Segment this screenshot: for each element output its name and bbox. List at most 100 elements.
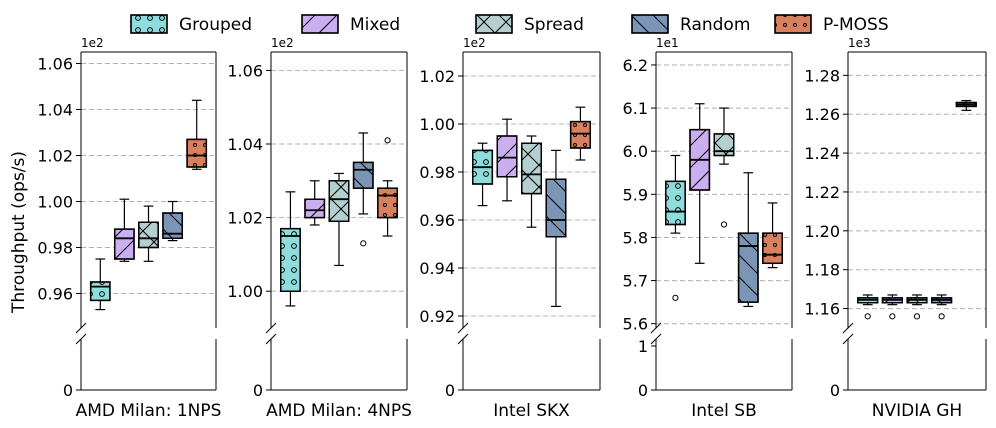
box-spread: [328, 172, 350, 267]
outlier-point: [384, 137, 391, 144]
box-p-moss: [955, 99, 977, 111]
y-tick-label: 5.7: [623, 272, 648, 291]
box-random: [162, 200, 183, 242]
box-hatch: [762, 232, 783, 265]
legend-hatch-mixed: [301, 14, 339, 34]
box-spread: [521, 135, 542, 228]
box-hatch: [521, 142, 542, 195]
y-tick-label: 1.04: [227, 135, 263, 154]
outlier-point: [720, 221, 728, 228]
box-hatch: [186, 138, 208, 168]
axis-multiplier: 1e2: [463, 36, 486, 50]
y-tick-label: 5.9: [623, 185, 648, 204]
y-tick-label: 1.02: [419, 67, 455, 86]
y-tick-label: 1.06: [37, 55, 73, 74]
y-tick-label: 1.00: [37, 193, 73, 212]
box-hatch: [496, 135, 518, 178]
y-tick-label-zero: 0: [445, 381, 455, 400]
axis-break-mark-upper: [842, 322, 854, 334]
y-tick-label: 0.96: [37, 285, 73, 304]
legend-hatch-grouped: [130, 14, 168, 34]
axis-break-mark-lower: [457, 333, 469, 345]
y-tick-label: 1.00: [227, 282, 263, 301]
box-hatch: [377, 187, 398, 219]
y-tick-label-zero: 0: [253, 381, 263, 400]
box-hatch: [545, 178, 567, 238]
y-tick-label: 6.2: [623, 56, 648, 75]
box-random: [352, 132, 374, 247]
box-mixed: [881, 294, 903, 320]
y-tick-label-zero: 0: [638, 381, 648, 400]
box-p-moss: [377, 137, 398, 237]
panel-title: AMD Milan: 4NPS: [266, 401, 412, 421]
panel-intel-sb: 5.6 5.7 5.8 5.9 6.0 6.1 6.2 0 1 1e1 Intel SB: [623, 36, 793, 421]
box-hatch: [569, 120, 591, 149]
box-random: [545, 149, 567, 307]
axis-break-mark-lower: [265, 333, 277, 345]
axis-break-mark-lower: [75, 333, 87, 345]
outlier-point: [864, 313, 871, 320]
y-tick-label: 1.22: [804, 183, 840, 202]
legend-hatch-random: [631, 14, 669, 34]
y-tick-label: 0.96: [419, 211, 455, 230]
y-tick-label-zero: 0: [63, 381, 73, 400]
box-random: [737, 172, 759, 308]
legend-entry-mixed: Mixed: [301, 14, 400, 35]
y-tick-label: 1.26: [804, 105, 840, 124]
legend-label-grouped: Grouped: [179, 15, 252, 35]
legend: Grouped Mixed Spread Random P-MOSS: [130, 14, 889, 35]
box-mixed: [114, 198, 135, 262]
axis-break-mark-upper: [650, 322, 662, 334]
box-mixed: [689, 103, 711, 264]
box-spread: [906, 294, 928, 320]
box-grouped: [280, 191, 301, 307]
outlier-point: [360, 240, 367, 247]
box-grouped: [89, 258, 111, 311]
box-random: [931, 294, 953, 320]
y-tick-label: 6.0: [623, 142, 648, 161]
y-axis-label: Throughput (ops/s): [9, 151, 29, 314]
outlier-point: [889, 313, 896, 320]
panel-amd-milan-1nps: 0.96 0.98 1.00 1.02 1.04 1.06 0 1e2 AMD Milan: 1…: [37, 36, 221, 421]
y-tick-label: 0.98: [419, 163, 455, 182]
legend-entry-random: Random: [631, 14, 750, 35]
y-tick-label: 0.98: [37, 239, 73, 258]
y-tick-label: 1.16: [804, 300, 840, 319]
panel-amd-milan-4nps: 1.00 1.02 1.04 1.06 0 1e2 AMD Milan: 4NPS: [227, 36, 412, 421]
axis-break-mark-lower: [650, 333, 662, 345]
box-hatch: [89, 281, 111, 302]
panel-title: NVIDIA GH: [872, 401, 962, 421]
y-tick-label: 1.18: [804, 261, 840, 280]
panel-intel-skx: 0.92 0.94 0.96 0.98 1.00 1.02 0 1e2 Intel SKX: [419, 36, 601, 421]
legend-entry-p-moss: P-MOSS: [774, 14, 889, 35]
axis-break-mark-upper: [75, 322, 87, 334]
outlier-point: [938, 313, 945, 320]
legend-hatch-spread: [475, 14, 513, 34]
box-hatch: [352, 161, 374, 189]
box-spread: [713, 107, 735, 228]
box-p-moss: [762, 202, 783, 269]
panel-title: Intel SKX: [493, 401, 570, 421]
outlier-point: [913, 313, 921, 320]
y-tick-label: 1.24: [804, 144, 840, 163]
axis-break-mark-lower: [842, 333, 854, 345]
y-tick-label: 1.04: [37, 101, 73, 120]
y-tick-label: 1.06: [227, 61, 263, 80]
axis-break-mark-upper: [457, 322, 469, 334]
panel-nvidia-gh: 1.16 1.18 1.20 1.22 1.24 1.26 1.28 0 1e3 NVIDIA G…: [804, 36, 987, 421]
y-tick-label: 1.20: [804, 222, 840, 241]
y-tick-label: 1.02: [227, 209, 263, 228]
legend-label-random: Random: [680, 15, 750, 35]
outlier-point: [672, 294, 679, 301]
y-tick-label-zero: 0: [830, 381, 840, 400]
box-hatch: [713, 133, 735, 157]
y-tick-label: 0.94: [419, 259, 455, 278]
axis-multiplier: 1e2: [271, 36, 294, 50]
box-p-moss: [569, 106, 591, 161]
box-mixed: [304, 180, 326, 226]
box-hatch: [114, 228, 135, 260]
box-hatch: [328, 180, 350, 222]
chart-panels: 0.96 0.98 1.00 1.02 1.04 1.06 0 1e2 AMD Milan: 1…: [37, 36, 987, 421]
y-tick-label: 1.02: [37, 147, 73, 166]
